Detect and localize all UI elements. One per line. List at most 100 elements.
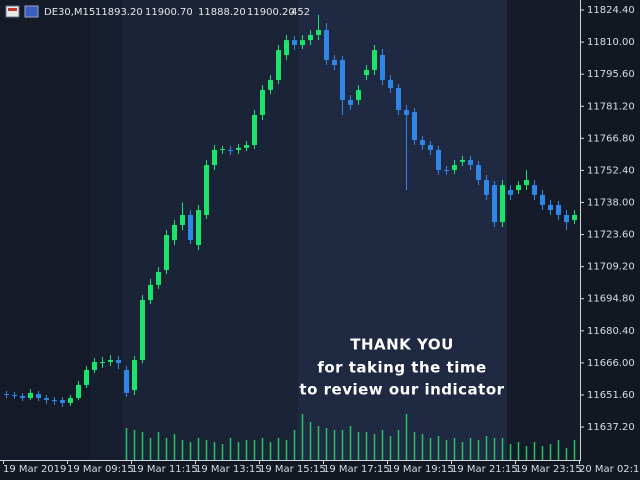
candle-body [524, 179, 529, 186]
candle-body [348, 100, 353, 105]
candle-body [292, 40, 297, 45]
quote: 11900.20 [247, 7, 295, 18]
session-zone [298, 0, 507, 460]
plot-layer [4, 14, 577, 460]
candle-body [356, 89, 361, 101]
candle-body [500, 185, 505, 223]
candle-body [252, 114, 257, 146]
candle-body [140, 300, 145, 360]
candle-body [36, 394, 41, 399]
y-tick-label: 11752.40 [587, 165, 635, 176]
candle-body [188, 214, 193, 241]
candle-body [492, 185, 497, 223]
x-tick-label: 19 Mar 15:15 [259, 464, 326, 475]
candle-body [124, 370, 129, 393]
candle-body [572, 214, 577, 221]
candle-body [428, 145, 433, 150]
candle-body [548, 204, 553, 211]
x-tick-label: 19 Mar 11:15 [131, 464, 198, 475]
candle-body [516, 185, 521, 191]
icon [8, 8, 17, 11]
candle-body [20, 396, 25, 399]
candle-body [244, 145, 249, 148]
candle-body [364, 69, 369, 76]
candle-body [172, 224, 177, 241]
y-tick-label: 11810.00 [587, 37, 635, 48]
candle-body [164, 235, 169, 270]
icon[interactable] [5, 5, 20, 18]
candle-body [68, 398, 73, 403]
candle-body [380, 55, 385, 80]
candle-body [276, 50, 281, 80]
candle-body [284, 40, 289, 56]
session-zone [0, 0, 90, 460]
candle-body [372, 50, 377, 70]
candle-body [396, 87, 401, 111]
candle-body [92, 361, 97, 371]
candle-body [484, 179, 489, 195]
y-tick-label: 11637.20 [587, 422, 635, 433]
candle-body [44, 398, 49, 401]
y-tick-label: 11738.00 [587, 197, 635, 208]
quote: 11893.20 [95, 7, 143, 18]
candle-body [420, 140, 425, 146]
y-tick-label: 11680.40 [587, 326, 635, 337]
x-tick-label: 19 Mar 2019 [3, 464, 66, 475]
candle-body [228, 149, 233, 152]
annotation: for taking the time [317, 359, 486, 377]
annotation: THANK YOU [350, 336, 454, 354]
candle-body [564, 214, 569, 223]
candle-body [532, 185, 537, 195]
candle-body [60, 400, 65, 403]
candle-body [540, 194, 545, 205]
candle-body [28, 392, 33, 399]
candle-body [220, 149, 225, 151]
y-tick-label: 11795.60 [587, 69, 635, 80]
x-tick-label: 19 Mar 09:15 [67, 464, 134, 475]
annotation: to review our indicator [299, 381, 504, 399]
candle-body [332, 59, 337, 66]
y-tick-label: 11824.40 [587, 5, 635, 16]
candle-body [180, 214, 185, 225]
x-tick-label: 20 Mar 02:15 [579, 464, 640, 475]
x-tick-label: 19 Mar 17:15 [323, 464, 390, 475]
candle-body [508, 190, 513, 195]
candle-body [12, 394, 17, 397]
candle-body [76, 384, 81, 399]
session-zone [507, 0, 580, 460]
y-tick-label: 11666.00 [587, 358, 635, 369]
candle-body [316, 30, 321, 35]
session-zone [123, 0, 298, 460]
candle-body [340, 59, 345, 101]
candle-body [236, 147, 241, 150]
candle-body [156, 271, 161, 285]
symbol: DE30,M15 [44, 7, 95, 18]
x-tick-label: 19 Mar 23:15 [515, 464, 582, 475]
candle-body [324, 30, 329, 60]
candle-body [4, 394, 9, 396]
candle-body [204, 165, 209, 215]
icon[interactable] [24, 5, 39, 18]
x-tick-label: 19 Mar 21:15 [451, 464, 518, 475]
candle-body [196, 210, 201, 246]
y-tick-label: 11781.20 [587, 101, 635, 112]
candle-body [260, 89, 265, 115]
candle-body [116, 359, 121, 364]
y-tick-label: 11694.80 [587, 294, 635, 305]
candle-body [212, 149, 217, 166]
volume: 452 [291, 7, 310, 18]
candle-body [444, 169, 449, 171]
candle-body [148, 284, 153, 301]
candle-body [100, 361, 105, 364]
candle-body [468, 159, 473, 166]
candle-body [308, 34, 313, 41]
quote: 11888.20 [198, 7, 246, 18]
candle-body [388, 79, 393, 88]
candle-body [268, 79, 273, 90]
candle-body [404, 110, 409, 115]
candle-body [52, 400, 57, 402]
candle-body [84, 370, 89, 385]
candle-body [108, 359, 113, 362]
candle-body [412, 112, 417, 141]
